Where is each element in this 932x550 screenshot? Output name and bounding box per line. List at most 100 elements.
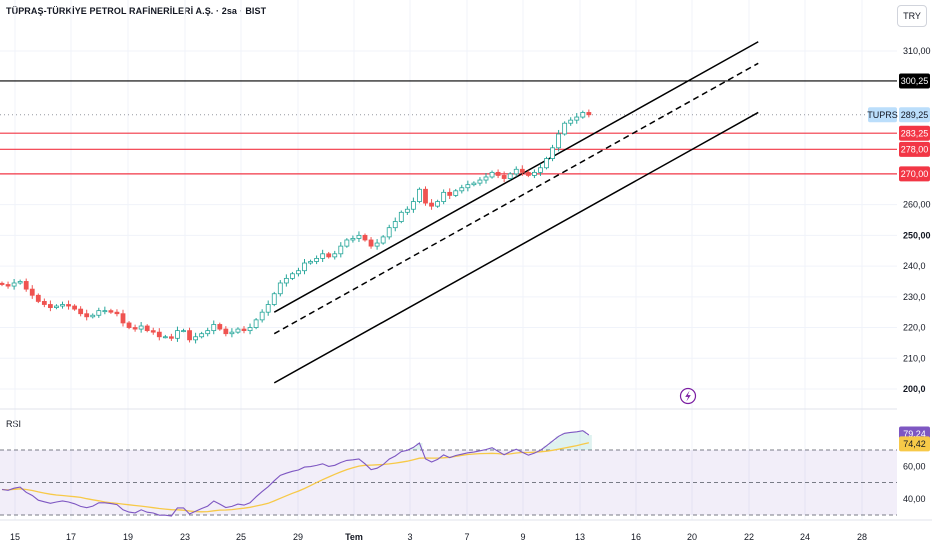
candle-up	[181, 330, 186, 333]
candle-up	[350, 238, 356, 241]
candle-up	[392, 221, 398, 229]
resistance-price-tag: 300,25	[901, 76, 929, 86]
candle-down	[0, 282, 5, 285]
price-tags: 300,25 TUPRS 289,25 283,25 278,00 270,00 79,24…	[867, 73, 930, 452]
candle-up	[507, 173, 513, 179]
candle-up	[259, 311, 265, 321]
candle-down	[23, 281, 29, 290]
candle-down	[447, 191, 453, 196]
time-axis-tick: 9	[520, 532, 525, 542]
candle-up	[253, 319, 259, 328]
candle-up	[11, 282, 17, 287]
channel-middle-line	[273, 62, 759, 335]
rsi-value-tag: 79,24	[903, 429, 926, 439]
rsi-line	[1, 430, 590, 517]
candle-up	[302, 262, 307, 272]
candle-up	[562, 122, 568, 135]
candle-down	[150, 330, 156, 333]
candle-down	[78, 308, 84, 315]
trend-channel[interactable]	[273, 41, 759, 384]
candle-up	[96, 310, 102, 316]
candle-down	[114, 311, 120, 315]
candle-up	[338, 245, 344, 255]
candle-down	[187, 330, 192, 341]
time-axis-tick: 15	[10, 532, 20, 542]
candle-up	[550, 147, 555, 159]
candle-up	[459, 187, 465, 192]
candle-down	[126, 322, 132, 328]
candle-up	[193, 336, 199, 341]
candle-up	[90, 314, 96, 318]
resistance-price-tag-box	[899, 73, 930, 89]
time-axis-tick: 20	[687, 532, 697, 542]
candle-down	[168, 336, 174, 339]
candle-up	[199, 333, 205, 338]
time-axis-tick: Tem	[345, 532, 363, 542]
candle-up	[386, 227, 392, 238]
lightning-icon[interactable]	[679, 387, 697, 405]
horizontal-levels[interactable]	[0, 80, 897, 175]
candle-up	[441, 191, 447, 202]
candle-up	[356, 234, 362, 239]
last-price-tag-box	[899, 107, 930, 123]
candle-up	[483, 176, 489, 181]
candle-down	[586, 112, 592, 116]
candle-up	[410, 201, 416, 210]
channel-lower-line	[273, 111, 759, 384]
price-axis-tick: 220,0	[903, 323, 926, 333]
price-axis-tick: 240,0	[903, 261, 926, 271]
candle-up	[277, 282, 283, 295]
rsi-axis-tick: 60,00	[903, 461, 926, 471]
candle-down	[5, 284, 11, 287]
candle-up	[404, 208, 410, 213]
candle-up	[380, 236, 386, 244]
rsi-indicator-title[interactable]: RSI	[6, 419, 22, 429]
time-axis-tick: 17	[66, 532, 76, 542]
time-axis-tick: 3	[407, 532, 412, 542]
time-axis-tick: 29	[293, 532, 303, 542]
candle-up	[162, 336, 168, 339]
time-axis-tick: 22	[744, 532, 754, 542]
candle-down	[223, 328, 229, 335]
support-price-tag-box	[899, 141, 930, 157]
candle-down	[48, 304, 53, 308]
time-axis-tick: 28	[857, 532, 867, 542]
candle-down	[144, 325, 150, 332]
support-price-tag-box	[899, 166, 930, 182]
support-price-tag: 278,00	[901, 145, 929, 155]
candle-up	[205, 330, 211, 335]
candle-up	[574, 116, 580, 121]
candle-down	[362, 234, 368, 241]
time-axis-tick: 25	[236, 532, 246, 542]
time-axis-tick: 16	[631, 532, 641, 542]
candle-up	[332, 253, 338, 258]
candlesticks	[0, 109, 592, 344]
candle-up	[344, 239, 350, 247]
candle-up	[175, 330, 180, 339]
support-price-tag-box	[899, 125, 930, 141]
price-axis-tick: 200,0	[903, 384, 926, 394]
candle-up	[538, 167, 543, 173]
support-price-tag: 283,25	[901, 128, 929, 138]
axes: 310,00 260,00 250,00 240,0 230,0 220,0 210,0 20…	[10, 46, 931, 542]
candle-up	[247, 327, 253, 332]
candle-down	[217, 324, 223, 330]
rsi-lines	[1, 430, 592, 517]
candle-up	[17, 281, 23, 284]
price-axis-tick: 230,0	[903, 292, 926, 302]
price-axis-tick: 260,00	[903, 200, 931, 210]
time-axis-tick: 19	[123, 532, 133, 542]
candle-down	[429, 202, 434, 207]
candle-up	[138, 325, 144, 330]
symbol-tag: TUPRS	[867, 110, 898, 120]
rsi-background	[0, 449, 897, 516]
candle-up	[471, 182, 477, 186]
currency-selector[interactable]: TRY	[897, 5, 927, 27]
time-axis-tick: 23	[180, 532, 190, 542]
candle-up	[211, 324, 217, 332]
candle-down	[132, 327, 138, 330]
grid-lines	[0, 0, 932, 521]
candle-down	[66, 304, 71, 307]
time-axis-tick: 24	[800, 532, 810, 542]
